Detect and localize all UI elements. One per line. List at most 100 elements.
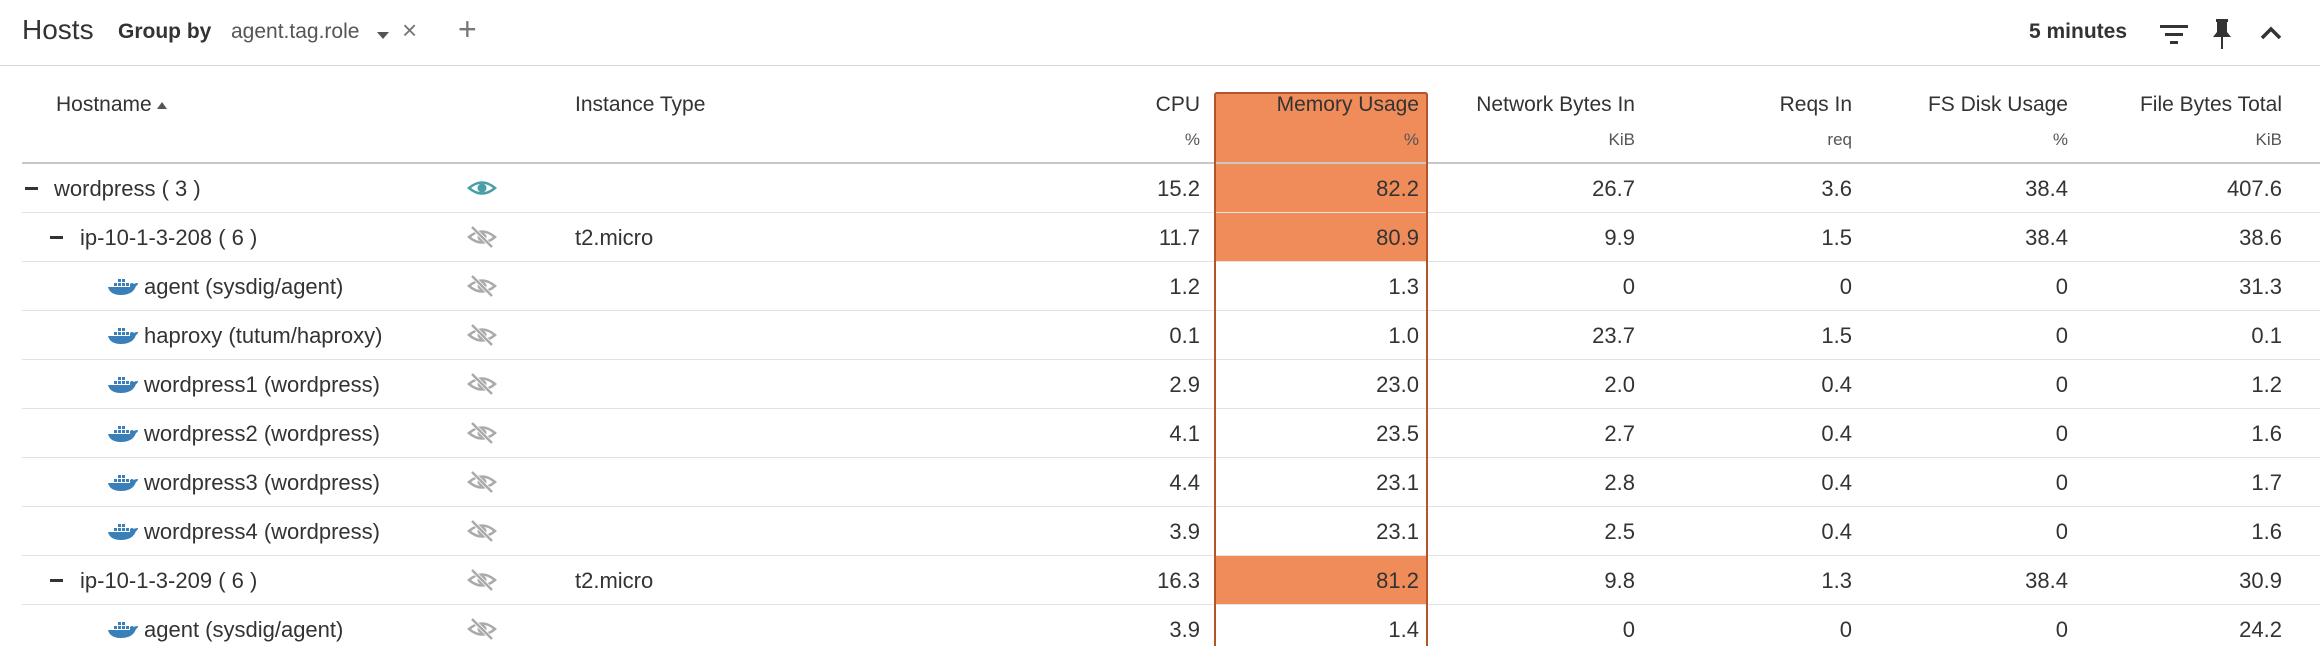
table-row-container[interactable]: wordpress4 (wordpress) 3.9 23.1 2.5 0.4 0 1.6: [0, 507, 2320, 556]
docker-container-icon: [107, 324, 139, 346]
column-header-cpu[interactable]: CPU: [1155, 93, 1200, 116]
group-by-dropdown[interactable]: agent.tag.role: [231, 20, 360, 43]
column-unit-cpu: %: [1184, 130, 1200, 149]
close-icon[interactable]: ×: [402, 15, 418, 45]
pin-icon[interactable]: [2211, 19, 2233, 49]
file-bytes-total-cell: 38.6: [2239, 225, 2282, 250]
file-bytes-total-cell: 407.6: [2226, 176, 2282, 201]
row-divider: [22, 408, 2320, 409]
hostname-cell: agent (sysdig/agent): [144, 274, 344, 299]
time-range-selector[interactable]: 5 minutes: [2029, 20, 2128, 43]
chevron-up-icon[interactable]: [2260, 24, 2282, 42]
cpu-cell: 1.2: [1169, 274, 1200, 299]
column-header-reqs-in[interactable]: Reqs In: [1779, 93, 1852, 116]
eye-off-icon[interactable]: [467, 421, 497, 445]
file-bytes-total-cell: 1.6: [2251, 421, 2282, 446]
network-bytes-in-cell: 2.7: [1604, 421, 1635, 446]
reqs-in-cell: 1.5: [1821, 225, 1852, 250]
table-row-container[interactable]: wordpress3 (wordpress) 4.4 23.1 2.8 0.4 0 1.7: [0, 458, 2320, 507]
row-divider: [22, 555, 2320, 556]
column-header-memory-usage[interactable]: Memory Usage: [1276, 93, 1419, 116]
file-bytes-total-cell: 0.1: [2251, 323, 2282, 348]
cpu-cell: 0.1: [1169, 323, 1200, 348]
hostname-cell: wordpress ( 3 ): [54, 176, 201, 201]
table-row-group[interactable]: wordpress ( 3 ) 15.2 82.2 26.7 3.6 38.4 407.6: [0, 164, 2320, 213]
row-divider: [22, 261, 2320, 262]
memory-usage-cell: 80.9: [1376, 225, 1419, 250]
instance-type-cell: t2.micro: [575, 568, 654, 593]
sort-ascending-icon: [156, 101, 167, 109]
column-header-instance-type[interactable]: Instance Type: [575, 93, 706, 116]
column-header-fs-disk-usage[interactable]: FS Disk Usage: [1927, 93, 2068, 116]
table-row-container[interactable]: haproxy (tutum/haproxy) 0.1 1.0 23.7 1.5 0 0.1: [0, 311, 2320, 360]
table-row-host[interactable]: ip-10-1-3-209 ( 6 ) t2.micro 16.3 81.2 9.8 1.…: [0, 556, 2320, 605]
eye-off-icon[interactable]: [467, 372, 497, 396]
file-bytes-total-cell: 1.6: [2251, 519, 2282, 544]
row-divider: [22, 310, 2320, 311]
docker-container-icon: [107, 422, 139, 444]
column-unit-reqs-in: req: [1827, 130, 1852, 149]
reqs-in-cell: 1.5: [1821, 323, 1852, 348]
file-bytes-total-cell: 1.7: [2251, 470, 2282, 495]
hostname-cell: agent (sysdig/agent): [144, 617, 344, 642]
reqs-in-cell: 0.4: [1821, 421, 1852, 446]
docker-container-icon: [107, 471, 139, 493]
cpu-cell: 3.9: [1169, 617, 1200, 642]
column-header-network-bytes-in[interactable]: Network Bytes In: [1476, 93, 1635, 116]
hostname-cell: ip-10-1-3-208 ( 6 ): [80, 225, 258, 250]
eye-off-icon[interactable]: [467, 274, 497, 298]
collapse-icon[interactable]: [50, 579, 63, 582]
plus-icon[interactable]: +: [458, 11, 477, 47]
table-row-container[interactable]: agent (sysdig/agent) 3.9 1.4 0 0 0 24.2: [0, 605, 2320, 646]
table-row-host[interactable]: ip-10-1-3-208 ( 6 ) t2.micro 11.7 80.9 9.9 1.…: [0, 213, 2320, 262]
memory-usage-cell: 81.2: [1376, 568, 1419, 593]
eye-off-icon[interactable]: [467, 568, 497, 592]
column-header-label: Hostname: [56, 93, 152, 116]
fs-disk-usage-cell: 0: [2055, 274, 2068, 299]
fs-disk-usage-cell: 38.4: [2025, 225, 2068, 250]
table-row-container[interactable]: agent (sysdig/agent) 1.2 1.3 0 0 0 31.3: [0, 262, 2320, 311]
reqs-in-cell: 3.6: [1821, 176, 1852, 201]
collapse-icon[interactable]: [25, 187, 38, 190]
eye-off-icon[interactable]: [467, 470, 497, 494]
hostname-cell: ip-10-1-3-209 ( 6 ): [80, 568, 258, 593]
eye-off-icon[interactable]: [467, 519, 497, 543]
column-unit-memory-usage: %: [1403, 130, 1419, 149]
collapse-icon[interactable]: [50, 236, 63, 239]
fs-disk-usage-cell: 0: [2055, 372, 2068, 397]
network-bytes-in-cell: 2.5: [1604, 519, 1635, 544]
table-row-container[interactable]: wordpress2 (wordpress) 4.1 23.5 2.7 0.4 0 1.6: [0, 409, 2320, 458]
memory-usage-cell: 23.1: [1376, 519, 1419, 544]
memory-usage-cell: 82.2: [1376, 176, 1419, 201]
row-divider: [22, 359, 2320, 360]
cpu-cell: 15.2: [1157, 176, 1200, 201]
memory-usage-cell: 1.4: [1388, 617, 1419, 642]
eye-off-icon[interactable]: [467, 617, 497, 641]
panel-title: Hosts: [22, 14, 94, 45]
fs-disk-usage-cell: 0: [2055, 421, 2068, 446]
column-header-file-bytes-total[interactable]: File Bytes Total: [2139, 93, 2282, 116]
table-row-container[interactable]: wordpress1 (wordpress) 2.9 23.0 2.0 0.4 0 1.2: [0, 360, 2320, 409]
fs-disk-usage-cell: 0: [2055, 519, 2068, 544]
network-bytes-in-cell: 9.8: [1604, 568, 1635, 593]
fs-disk-usage-cell: 0: [2055, 323, 2068, 348]
network-bytes-in-cell: 0: [1622, 274, 1635, 299]
chevron-down-icon[interactable]: [377, 32, 389, 39]
network-bytes-in-cell: 26.7: [1592, 176, 1635, 201]
docker-container-icon: [107, 275, 139, 297]
eye-icon[interactable]: [467, 176, 497, 200]
row-divider: [22, 506, 2320, 507]
filter-icon[interactable]: [2160, 24, 2188, 46]
eye-off-icon[interactable]: [467, 323, 497, 347]
cpu-cell: 4.1: [1169, 421, 1200, 446]
column-header-hostname[interactable]: Hostname: [56, 93, 167, 117]
group-by-label: Group by: [118, 20, 212, 43]
reqs-in-cell: 0: [1839, 617, 1852, 642]
cpu-cell: 3.9: [1169, 519, 1200, 544]
fs-disk-usage-cell: 38.4: [2025, 568, 2068, 593]
eye-off-icon[interactable]: [467, 225, 497, 249]
instance-type-cell: t2.micro: [575, 225, 654, 250]
network-bytes-in-cell: 2.8: [1604, 470, 1635, 495]
row-divider: [22, 212, 2320, 213]
panel-header: Hosts Group by agent.tag.role × + 5 minu…: [0, 0, 2320, 66]
